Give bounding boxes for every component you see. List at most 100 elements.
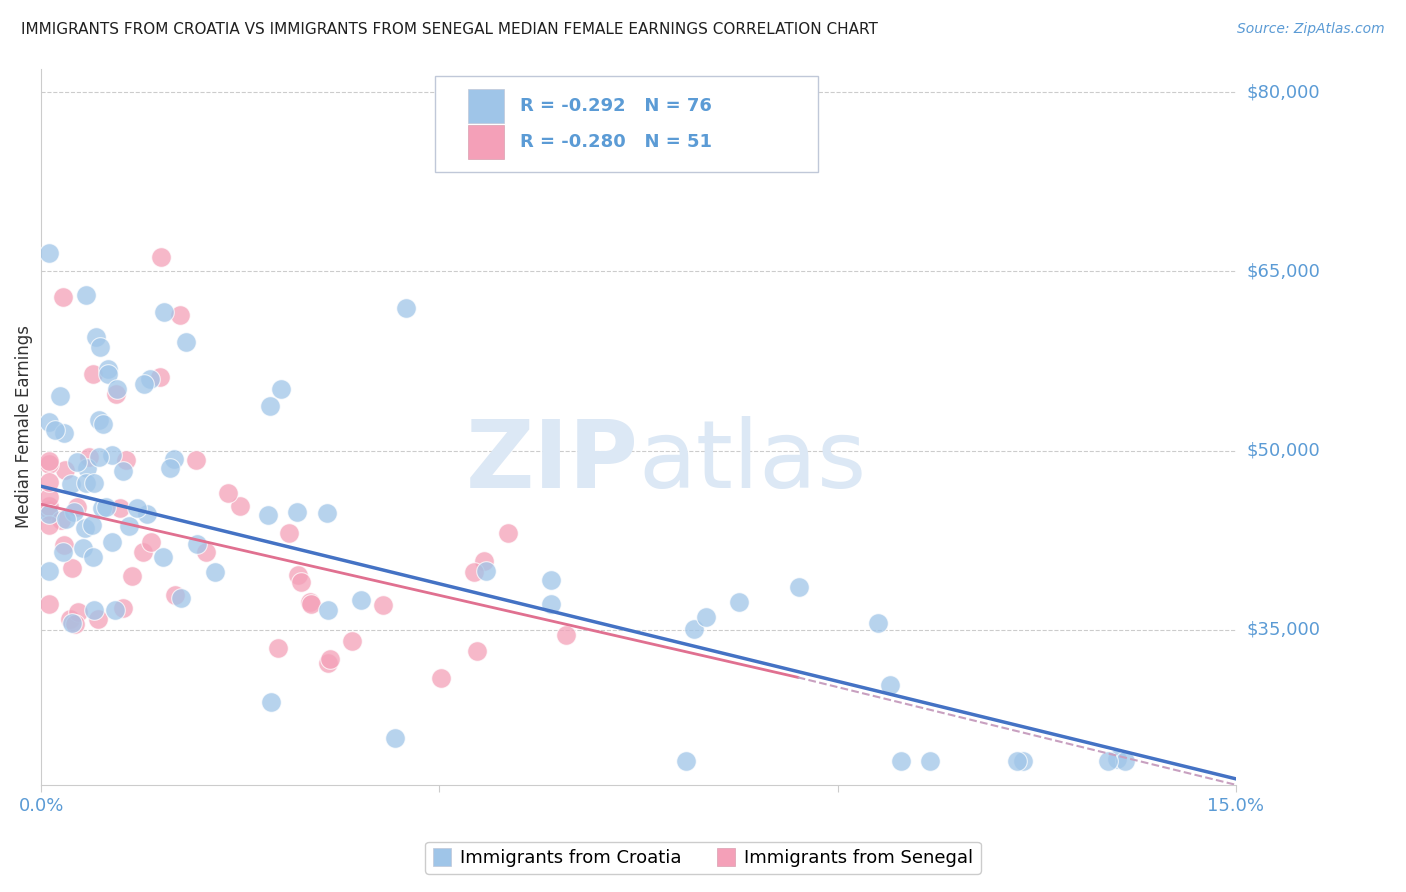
Point: [475, 564, 498, 578]
Point: [287, 568, 309, 582]
Point: [127, 501, 149, 516]
Point: [38, 507, 60, 521]
Point: [540, 573, 562, 587]
Point: [112, 601, 135, 615]
Point: [110, 501, 132, 516]
Point: [96, 367, 118, 381]
Point: [159, 460, 181, 475]
Point: [72, 541, 94, 555]
Point: [105, 382, 128, 396]
Point: [52, 538, 75, 552]
Point: [60, 616, 83, 631]
Text: $35,000: $35,000: [1247, 621, 1320, 639]
Point: [139, 371, 162, 385]
Point: [66, 455, 89, 469]
Text: atlas: atlas: [638, 417, 866, 508]
Point: [298, 595, 321, 609]
Text: $50,000: $50,000: [1247, 442, 1320, 459]
Point: [150, 250, 173, 264]
Point: [75, 476, 97, 491]
Point: [52, 290, 75, 304]
Point: [58, 612, 80, 626]
Point: [79, 450, 101, 465]
Point: [87, 450, 110, 464]
Point: [97, 361, 120, 376]
Point: [496, 526, 519, 541]
Point: [38, 598, 60, 612]
Point: [111, 464, 134, 478]
Text: $65,000: $65,000: [1247, 262, 1320, 280]
Point: [115, 453, 138, 467]
Point: [149, 370, 172, 384]
Point: [132, 376, 155, 391]
Point: [38, 500, 60, 514]
Point: [121, 568, 143, 582]
Point: [316, 657, 339, 671]
Point: [83, 603, 105, 617]
Point: [195, 545, 218, 559]
Point: [62, 505, 84, 519]
Point: [259, 399, 281, 413]
Point: [728, 595, 751, 609]
Point: [868, 616, 890, 631]
Point: [1097, 754, 1119, 768]
Point: [82, 367, 104, 381]
Point: [217, 486, 239, 500]
Text: $80,000: $80,000: [1247, 83, 1320, 102]
Point: [44, 423, 66, 437]
Point: [682, 622, 704, 636]
Point: [384, 731, 406, 745]
Point: [118, 518, 141, 533]
Point: [52, 545, 75, 559]
Point: [299, 597, 322, 611]
Point: [540, 598, 562, 612]
Point: [94, 500, 117, 515]
Text: IMMIGRANTS FROM CROATIA VS IMMIGRANTS FROM SENEGAL MEDIAN FEMALE EARNINGS CORREL: IMMIGRANTS FROM CROATIA VS IMMIGRANTS FR…: [21, 22, 877, 37]
Point: [1105, 752, 1128, 766]
Point: [430, 671, 453, 685]
Point: [395, 301, 418, 316]
Point: [82, 517, 104, 532]
Point: [163, 588, 186, 602]
Point: [787, 581, 810, 595]
Text: R = -0.280   N = 51: R = -0.280 N = 51: [520, 133, 713, 151]
Point: [319, 652, 342, 666]
Point: [555, 628, 578, 642]
Point: [53, 463, 76, 477]
Point: [65, 616, 87, 631]
FancyBboxPatch shape: [468, 89, 503, 123]
Point: [38, 454, 60, 468]
Point: [101, 448, 124, 462]
Point: [1012, 754, 1035, 768]
Point: [260, 695, 283, 709]
Text: Source: ZipAtlas.com: Source: ZipAtlas.com: [1237, 22, 1385, 37]
Text: ZIP: ZIP: [465, 417, 638, 508]
Point: [90, 501, 112, 516]
Point: [371, 598, 394, 612]
Point: [87, 413, 110, 427]
Point: [38, 490, 60, 504]
Point: [38, 416, 60, 430]
Point: [229, 499, 252, 513]
Point: [105, 387, 128, 401]
Point: [463, 565, 485, 579]
Point: [83, 476, 105, 491]
Point: [49, 513, 72, 527]
Point: [186, 537, 208, 551]
Point: [53, 426, 76, 441]
Point: [695, 610, 717, 624]
Point: [136, 507, 159, 521]
Point: [76, 461, 98, 475]
Point: [38, 502, 60, 516]
Point: [174, 335, 197, 350]
Point: [49, 389, 72, 403]
Point: [340, 633, 363, 648]
Point: [132, 545, 155, 559]
Point: [285, 505, 308, 519]
Point: [67, 605, 90, 619]
Point: [1005, 754, 1028, 768]
Text: R = -0.292   N = 76: R = -0.292 N = 76: [520, 96, 711, 115]
Point: [66, 500, 89, 515]
Point: [163, 451, 186, 466]
Point: [290, 574, 312, 589]
